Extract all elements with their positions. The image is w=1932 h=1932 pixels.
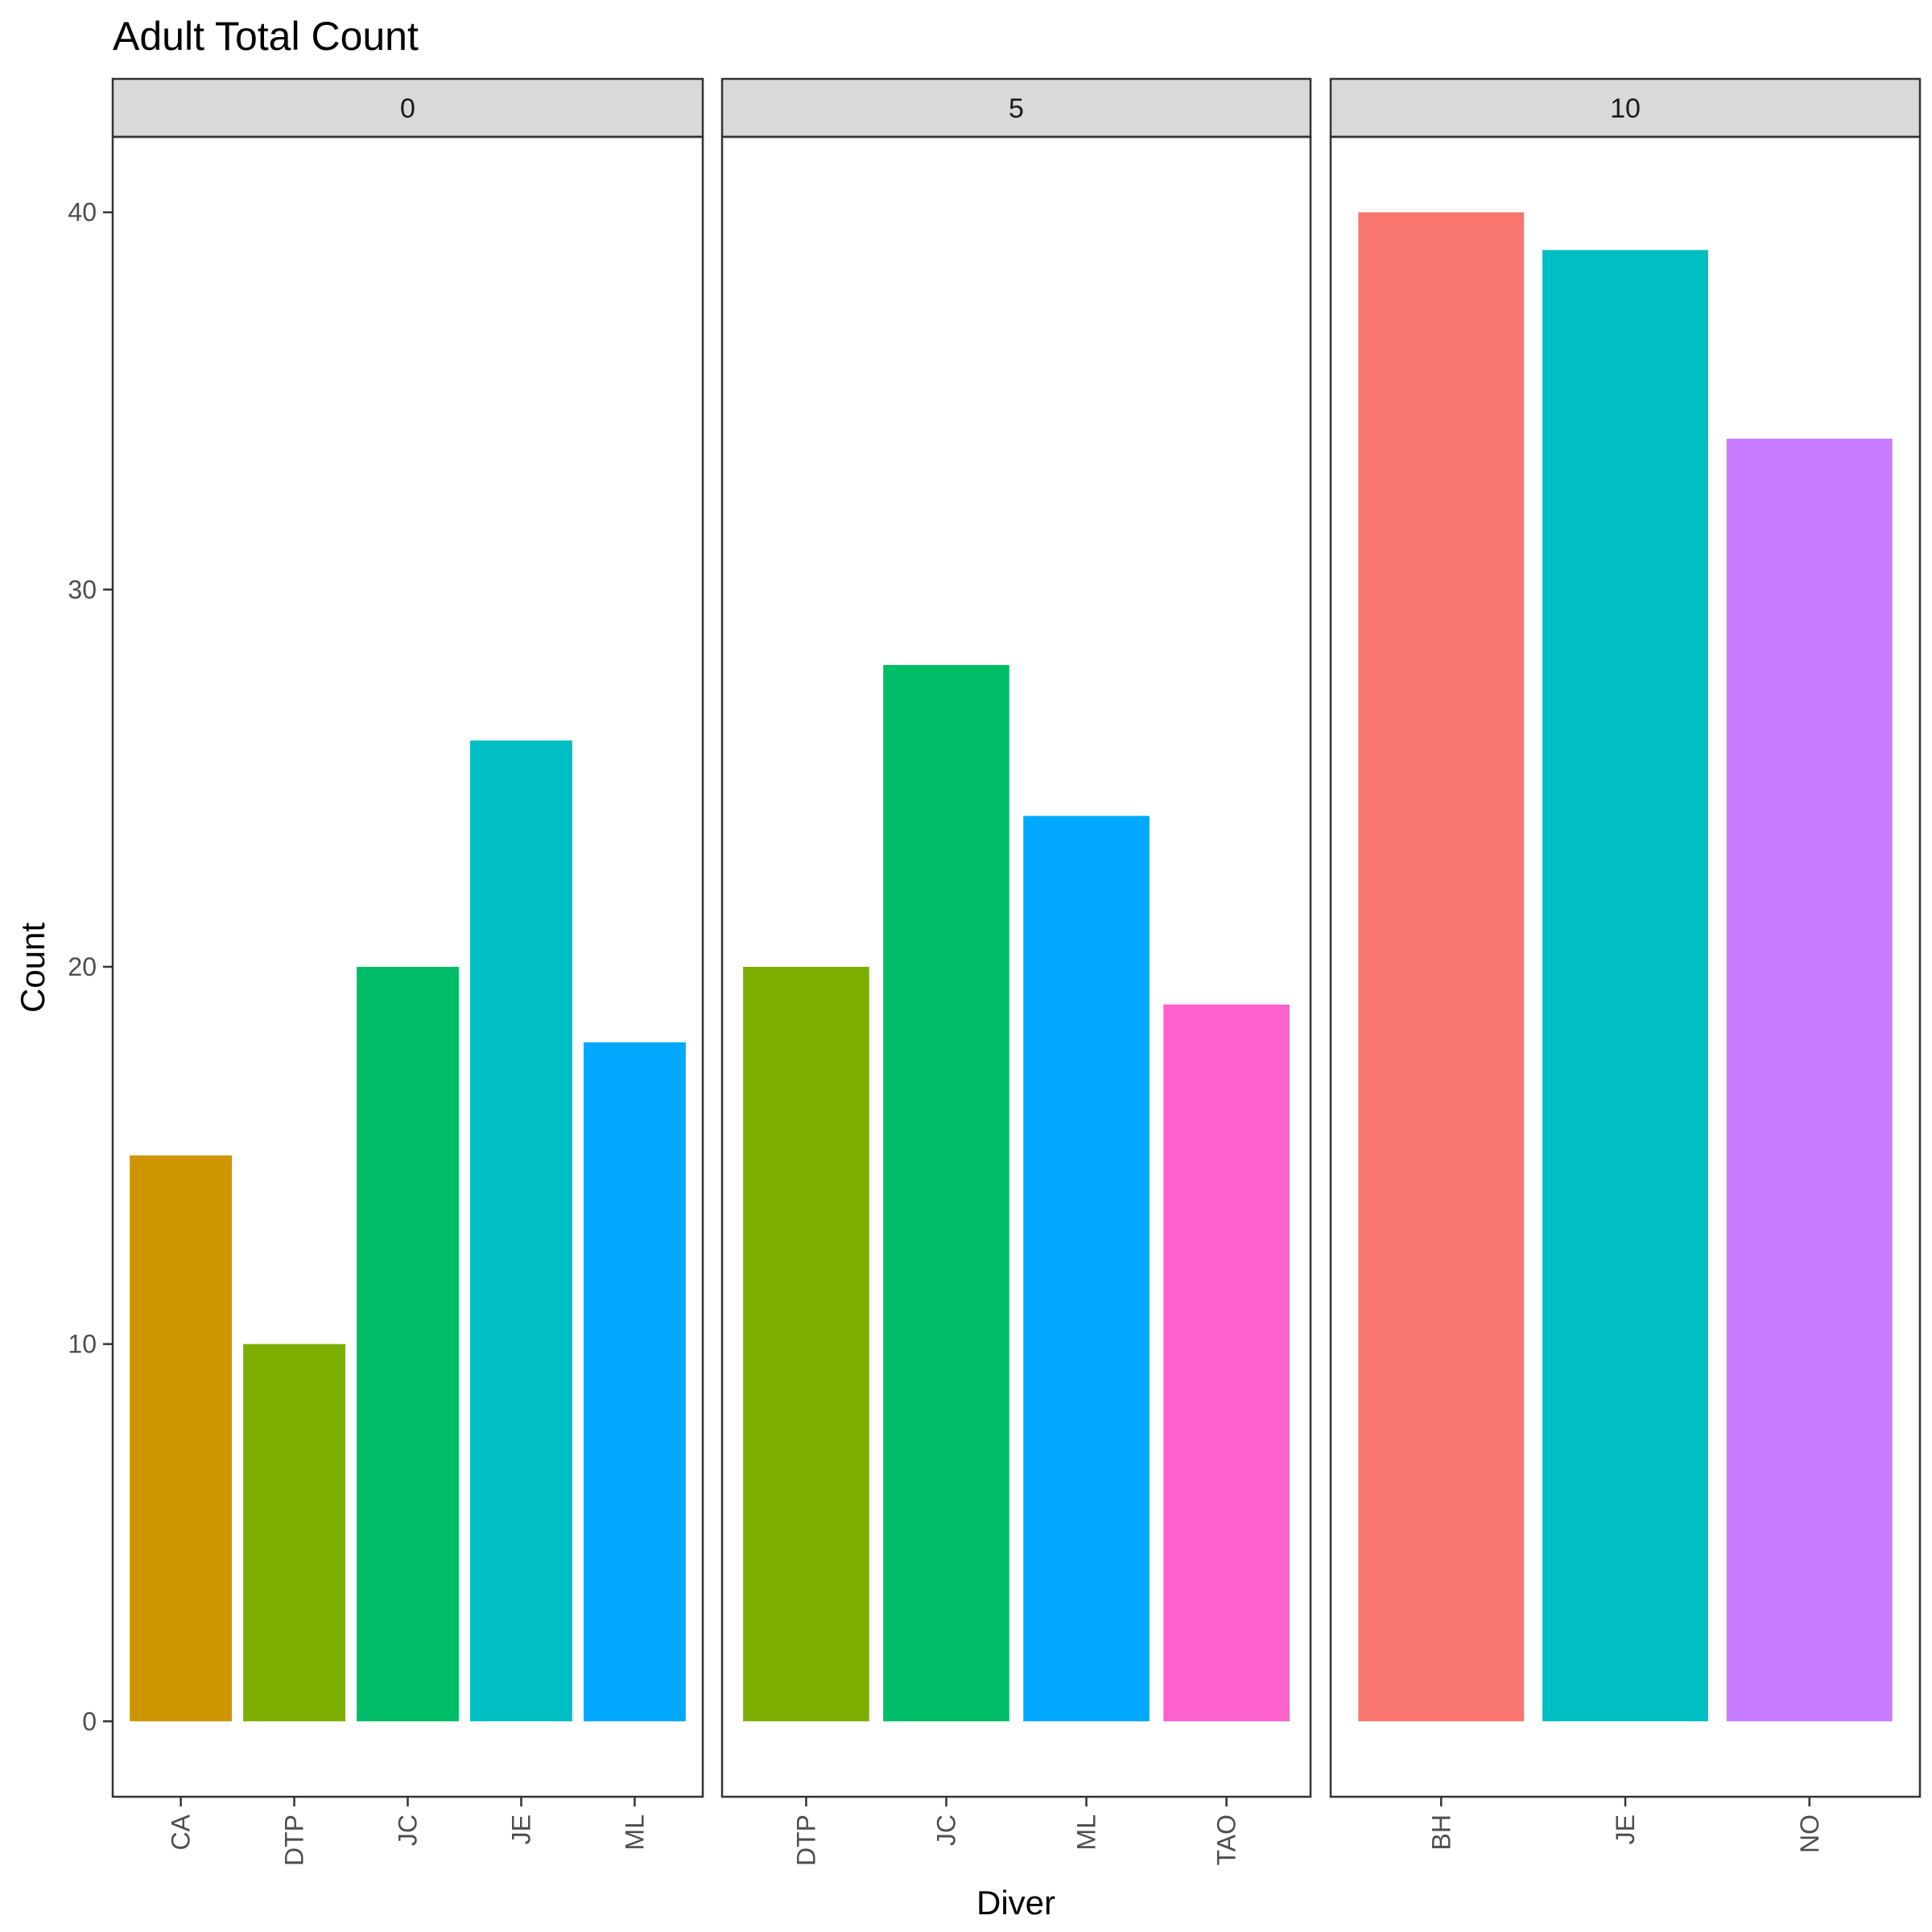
y-tick-label: 30 — [68, 575, 97, 604]
panel-border — [1329, 135, 1922, 1798]
bar — [1542, 250, 1708, 1722]
x-axis-title: Diver — [976, 1884, 1055, 1922]
chart-title: Adult Total Count — [113, 14, 419, 59]
x-tick-label: BH — [1426, 1814, 1455, 1850]
x-tick-label: ML — [620, 1814, 649, 1850]
panel-border — [720, 135, 1312, 1798]
facet-panels: 0 CA DTP JC JE ML 5 DTP JC ML TAO 10 BH JE NO — [111, 77, 1922, 1866]
y-tick-label: 20 — [68, 952, 97, 981]
y-axis: 0 10 20 30 40 — [68, 198, 113, 1736]
bar — [1726, 438, 1893, 1722]
bar — [743, 967, 869, 1722]
bar — [1163, 1004, 1290, 1722]
facet-strip — [720, 77, 1312, 138]
x-tick-label: ML — [1072, 1814, 1101, 1850]
x-tick-label: DTP — [280, 1814, 309, 1866]
facet-panel: 5 DTP JC ML TAO — [720, 77, 1312, 1866]
x-tick-label: DTP — [791, 1814, 820, 1866]
facet-strip-label: 10 — [1610, 93, 1641, 124]
bar — [583, 1042, 686, 1722]
x-tick-label: JC — [931, 1814, 960, 1846]
x-tick-label: JE — [1611, 1814, 1640, 1844]
y-tick-label: 0 — [82, 1707, 97, 1736]
facet-strip — [1329, 77, 1922, 138]
facet-strip-label: 0 — [400, 93, 415, 124]
y-axis-title: Count — [14, 923, 52, 1013]
bar — [883, 665, 1009, 1722]
bar — [1023, 815, 1150, 1722]
bar — [130, 1155, 233, 1722]
facet-strip — [111, 77, 704, 138]
bar — [357, 967, 459, 1722]
x-tick-label: JC — [394, 1814, 423, 1846]
facet-panel: 0 CA DTP JC JE ML — [111, 77, 704, 1866]
panel-border — [111, 135, 704, 1798]
x-tick-label: CA — [167, 1814, 196, 1850]
bar — [470, 740, 572, 1722]
x-tick-label: JE — [506, 1814, 535, 1844]
bar — [1358, 212, 1525, 1722]
bar — [243, 1344, 345, 1722]
x-tick-label: NO — [1795, 1814, 1824, 1853]
y-tick-label: 10 — [68, 1330, 97, 1359]
facet-strip-label: 5 — [1009, 93, 1024, 124]
y-tick-label: 40 — [68, 198, 97, 227]
facet-panel: 10 BH JE NO — [1329, 77, 1922, 1853]
x-tick-label: TAO — [1212, 1814, 1241, 1865]
